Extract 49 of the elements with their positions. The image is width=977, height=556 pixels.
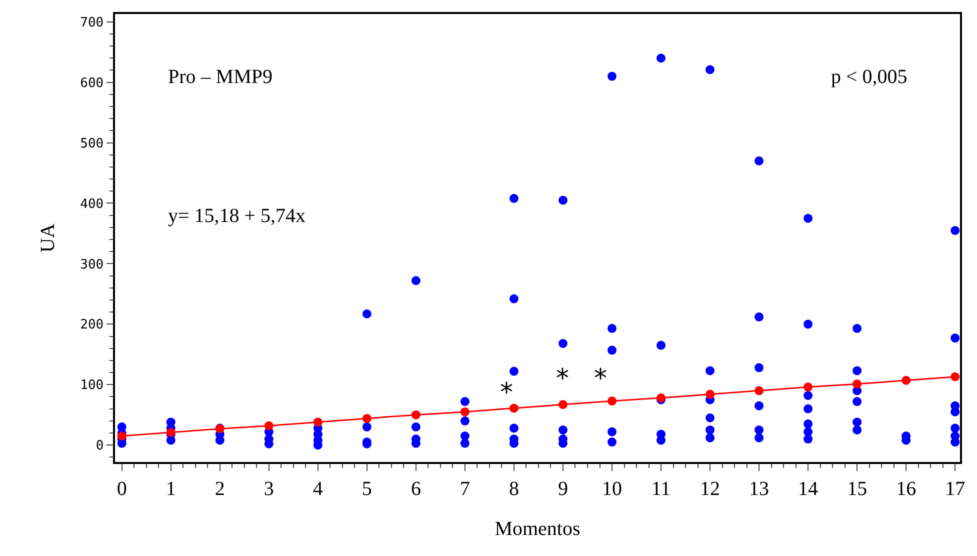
- x-tick-label: 13: [749, 478, 770, 500]
- x-tick-label: 11: [651, 478, 671, 500]
- x-tick-label: 7: [460, 478, 470, 500]
- point: [754, 386, 764, 396]
- y-tick-label: 700: [80, 15, 104, 30]
- y-tick-label: 0: [96, 438, 104, 454]
- y-tick-label: 500: [80, 136, 104, 152]
- y-tick-label: 600: [80, 76, 104, 91]
- x-tick-label: 15: [847, 478, 868, 500]
- point: [117, 432, 126, 440]
- annotation: y= 15,18 + 5,74x: [168, 205, 306, 227]
- annotation: Pro – MMP9: [168, 66, 272, 88]
- y-tick-label: 300: [80, 257, 104, 272]
- x-tick-label: 17: [945, 478, 966, 500]
- x-tick-label: 12: [700, 478, 720, 500]
- x-tick-label: 6: [410, 478, 421, 500]
- x-tick-label: 5: [362, 478, 372, 500]
- x-axis-title: Momentos: [494, 518, 580, 540]
- point: [362, 414, 372, 423]
- point: [460, 407, 470, 416]
- point: [509, 404, 518, 413]
- x-tick-label: 3: [264, 478, 274, 500]
- point: [706, 390, 715, 399]
- point: [902, 376, 911, 385]
- point: [558, 400, 568, 410]
- point: [313, 418, 322, 427]
- y-tick-label: 200: [80, 318, 104, 333]
- annotation: p < 0,005: [831, 66, 908, 88]
- x-tick-label: 2: [214, 478, 225, 500]
- x-tick-label: 8: [508, 478, 519, 500]
- point: [852, 380, 862, 389]
- point: [411, 410, 420, 420]
- y-tick-label: 100: [80, 378, 104, 394]
- x-tick-label: 16: [896, 478, 916, 500]
- x-tick-label: 0: [116, 478, 127, 500]
- x-tick-label: 9: [558, 478, 568, 500]
- point: [264, 421, 274, 430]
- x-tick-label: 10: [602, 478, 622, 500]
- annotation: *: [594, 364, 607, 394]
- y-axis-title: UA: [37, 223, 60, 252]
- annotation: *: [556, 364, 569, 394]
- point: [608, 396, 616, 406]
- x-tick-label: 1: [166, 478, 176, 500]
- point: [950, 372, 960, 382]
- point: [804, 382, 813, 392]
- annotation: *: [500, 378, 513, 408]
- x-tick-label: 14: [798, 478, 818, 500]
- x-tick-label: 4: [312, 478, 323, 500]
- y-tick-label: 400: [80, 196, 104, 212]
